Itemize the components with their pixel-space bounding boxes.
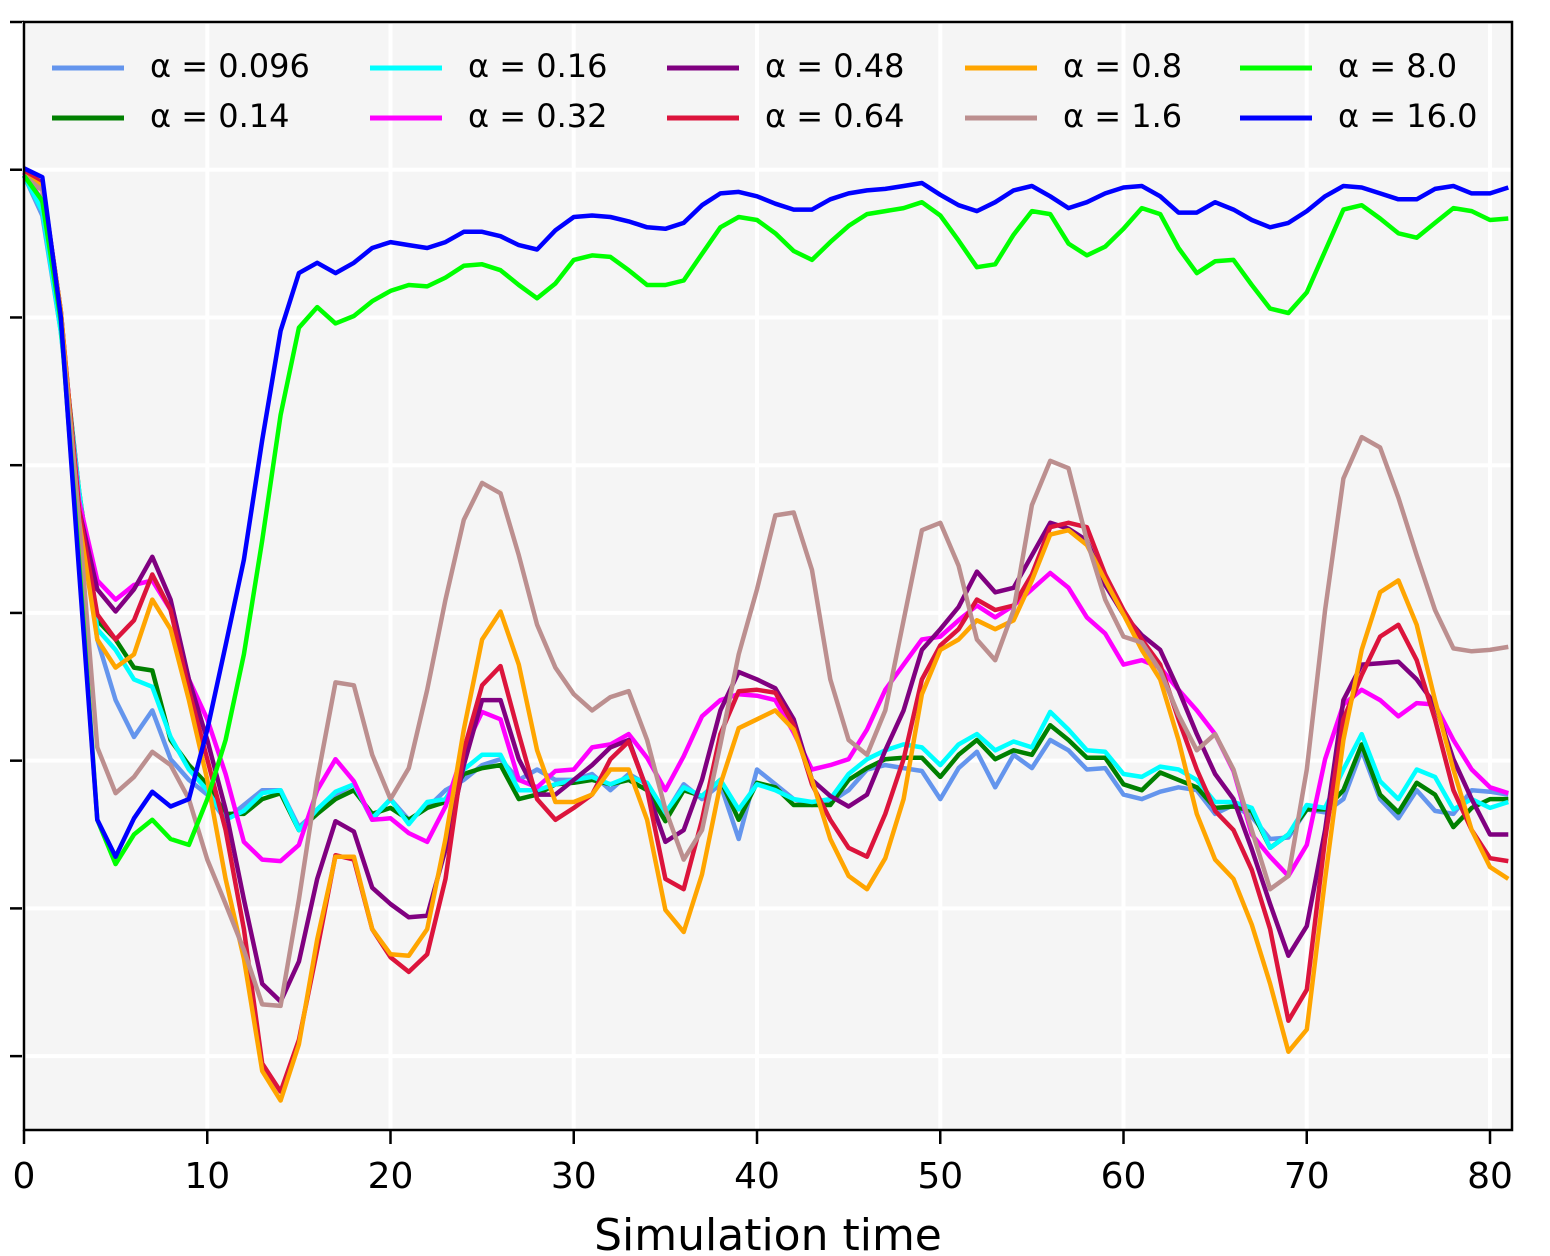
x-tick-label: 60	[1101, 1156, 1147, 1197]
legend-label: α = 0.096	[150, 47, 310, 85]
series-line	[22, 173, 1510, 1103]
legend-label: α = 0.48	[765, 47, 905, 85]
series-line	[22, 174, 1509, 851]
x-tick-label: 70	[1284, 1156, 1330, 1197]
plot-frame	[22, 20, 1514, 1132]
x-tick-label: 10	[184, 1156, 230, 1197]
x-tick-label: 40	[734, 1156, 780, 1197]
legend-label: α = 0.14	[150, 97, 290, 135]
series-line	[22, 174, 1509, 867]
legend-label: α = 0.8	[1063, 47, 1182, 85]
legend-label: α = 16.0	[1338, 97, 1478, 135]
x-tick-label: 50	[917, 1156, 963, 1197]
x-axis-label: Simulation time	[594, 1210, 942, 1256]
plot-background	[24, 22, 1512, 1130]
series-line	[22, 169, 1509, 1004]
series-line	[23, 166, 1509, 859]
legend-label: α = 0.32	[468, 97, 608, 135]
legend-label: α = 0.16	[468, 47, 608, 85]
x-tick-label: 80	[1467, 1156, 1513, 1197]
x-tick-label: 0	[13, 1156, 36, 1197]
x-tick-label: 20	[368, 1156, 414, 1197]
legend-label: α = 8.0	[1338, 47, 1457, 85]
series-line	[22, 173, 1509, 1009]
series-line	[22, 169, 1509, 1094]
x-tick-label: 30	[551, 1156, 597, 1197]
legend-label: α = 0.64	[765, 97, 905, 135]
legend-label: α = 1.6	[1063, 97, 1182, 135]
series-line	[22, 171, 1509, 879]
